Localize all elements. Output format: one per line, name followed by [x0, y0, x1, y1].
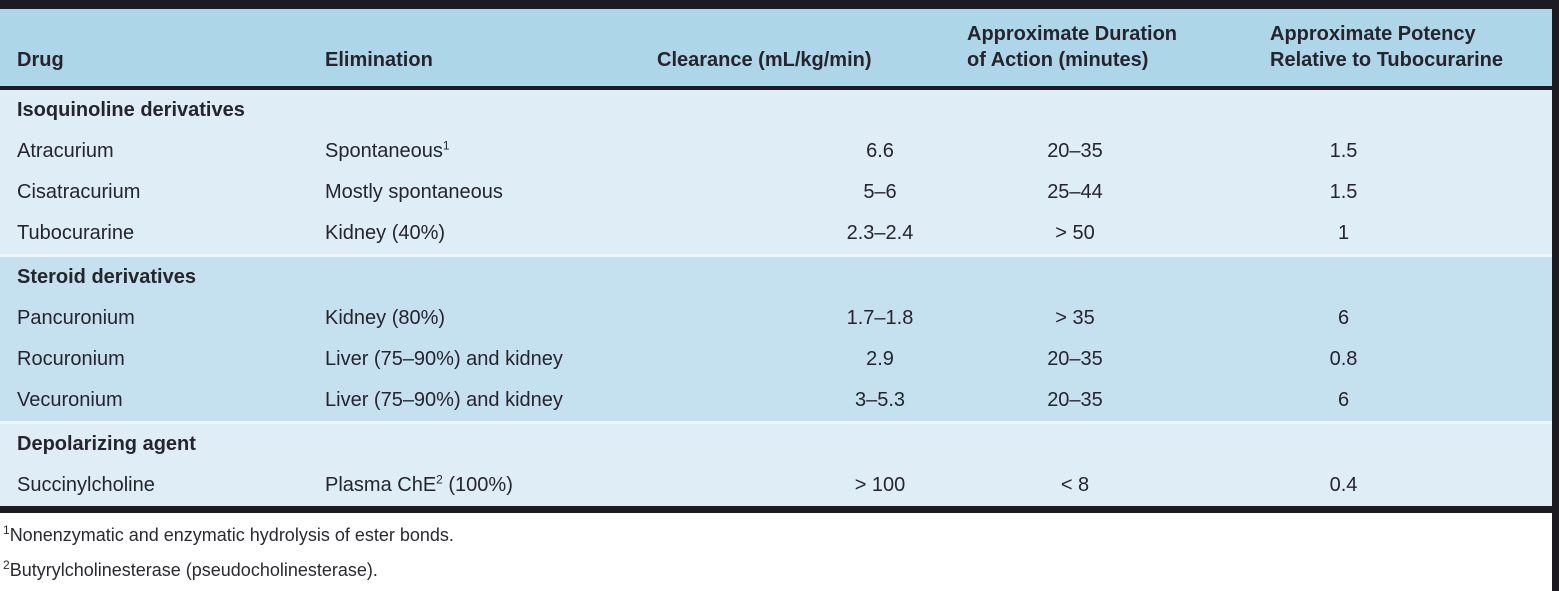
elimination-cell: Spontaneous1: [315, 131, 645, 172]
header-row: Drug Elimination Clearance (mL/kg/min) A…: [0, 9, 1552, 90]
table-row: Vecuronium Liver (75–90%) and kidney 3–5.3…: [0, 380, 1552, 423]
elimination-cell: Kidney (40%): [315, 213, 645, 256]
footnote-marker: 2: [436, 472, 443, 487]
footnote-text: Nonenzymatic and enzymatic hydrolysis of…: [9, 525, 454, 545]
section-header-row: Isoquinoline derivatives: [0, 88, 1552, 131]
elimination-cell: Liver (75–90%) and kidney: [315, 380, 645, 423]
clearance-cell: 5–6: [645, 172, 965, 213]
clearance-cell: 2.9: [645, 339, 965, 380]
footnote: 2Butyrylcholinesterase (pseudocholineste…: [3, 559, 1559, 581]
potency-cell: 6: [1245, 298, 1552, 339]
table-row: Pancuronium Kidney (80%) 1.7–1.8 > 35 6: [0, 298, 1552, 339]
clearance-cell: 1.7–1.8: [645, 298, 965, 339]
page-edge: [1552, 0, 1559, 591]
duration-cell: > 35: [965, 298, 1245, 339]
drug-cell: Succinylcholine: [0, 465, 315, 506]
drug-cell: Vecuronium: [0, 380, 315, 423]
elimination-cell: Mostly spontaneous: [315, 172, 645, 213]
drug-table: Drug Elimination Clearance (mL/kg/min) A…: [0, 9, 1552, 506]
table-header: Drug Elimination Clearance (mL/kg/min) A…: [0, 9, 1552, 90]
section-title: Isoquinoline derivatives: [0, 88, 1552, 131]
drug-cell: Rocuronium: [0, 339, 315, 380]
potency-cell: 0.4: [1245, 465, 1552, 506]
elimination-cell: Plasma ChE2 (100%): [315, 465, 645, 506]
drug-cell: Atracurium: [0, 131, 315, 172]
clearance-cell: 6.6: [645, 131, 965, 172]
footnote-marker: 2: [3, 558, 10, 572]
section-title: Steroid derivatives: [0, 254, 1552, 298]
potency-cell: 1: [1245, 213, 1552, 256]
table-row: Atracurium Spontaneous1 6.6 20–35 1.5: [0, 131, 1552, 172]
duration-cell: > 50: [965, 213, 1245, 256]
column-header-clearance: Clearance (mL/kg/min): [645, 9, 965, 90]
potency-cell: 0.8: [1245, 339, 1552, 380]
table-row: Succinylcholine Plasma ChE2 (100%) > 100 < …: [0, 465, 1552, 506]
footnote-marker: 1: [3, 523, 10, 537]
column-header-duration: Approximate Duration of Action (minutes): [965, 9, 1245, 90]
bottom-rule: [0, 506, 1559, 513]
drug-cell: Tubocurarine: [0, 213, 315, 256]
section-title: Depolarizing agent: [0, 421, 1552, 465]
potency-cell: 1.5: [1245, 131, 1552, 172]
table-body: Isoquinoline derivatives Atracurium Sponta…: [0, 88, 1552, 506]
potency-cell: 1.5: [1245, 172, 1552, 213]
clearance-cell: 3–5.3: [645, 380, 965, 423]
column-header-drug: Drug: [0, 9, 315, 90]
duration-cell: < 8: [965, 465, 1245, 506]
elimination-cell: Liver (75–90%) and kidney: [315, 339, 645, 380]
section-header-row: Depolarizing agent: [0, 421, 1552, 465]
clearance-cell: > 100: [645, 465, 965, 506]
section-header-row: Steroid derivatives: [0, 254, 1552, 298]
footnote: 1Nonenzymatic and enzymatic hydrolysis o…: [3, 524, 1559, 546]
clearance-cell: 2.3–2.4: [645, 213, 965, 256]
footnotes: 1Nonenzymatic and enzymatic hydrolysis o…: [0, 513, 1559, 581]
duration-cell: 20–35: [965, 131, 1245, 172]
drug-cell: Pancuronium: [0, 298, 315, 339]
duration-cell: 25–44: [965, 172, 1245, 213]
footnote-marker: 1: [442, 138, 450, 153]
table-row: Tubocurarine Kidney (40%) 2.3–2.4 > 50 1: [0, 213, 1552, 256]
duration-cell: 20–35: [965, 339, 1245, 380]
table-row: Rocuronium Liver (75–90%) and kidney 2.9 20…: [0, 339, 1552, 380]
elimination-cell: Kidney (80%): [315, 298, 645, 339]
top-rule: [0, 0, 1559, 9]
duration-cell: 20–35: [965, 380, 1245, 423]
footnote-text: Butyrylcholinesterase (pseudocholinester…: [9, 560, 378, 580]
column-header-potency: Approximate Potency Relative to Tubocura…: [1245, 9, 1552, 90]
table-row: Cisatracurium Mostly spontaneous 5–6 25–44 1…: [0, 172, 1552, 213]
drug-cell: Cisatracurium: [0, 172, 315, 213]
column-header-elimination: Elimination: [315, 9, 645, 90]
potency-cell: 6: [1245, 380, 1552, 423]
